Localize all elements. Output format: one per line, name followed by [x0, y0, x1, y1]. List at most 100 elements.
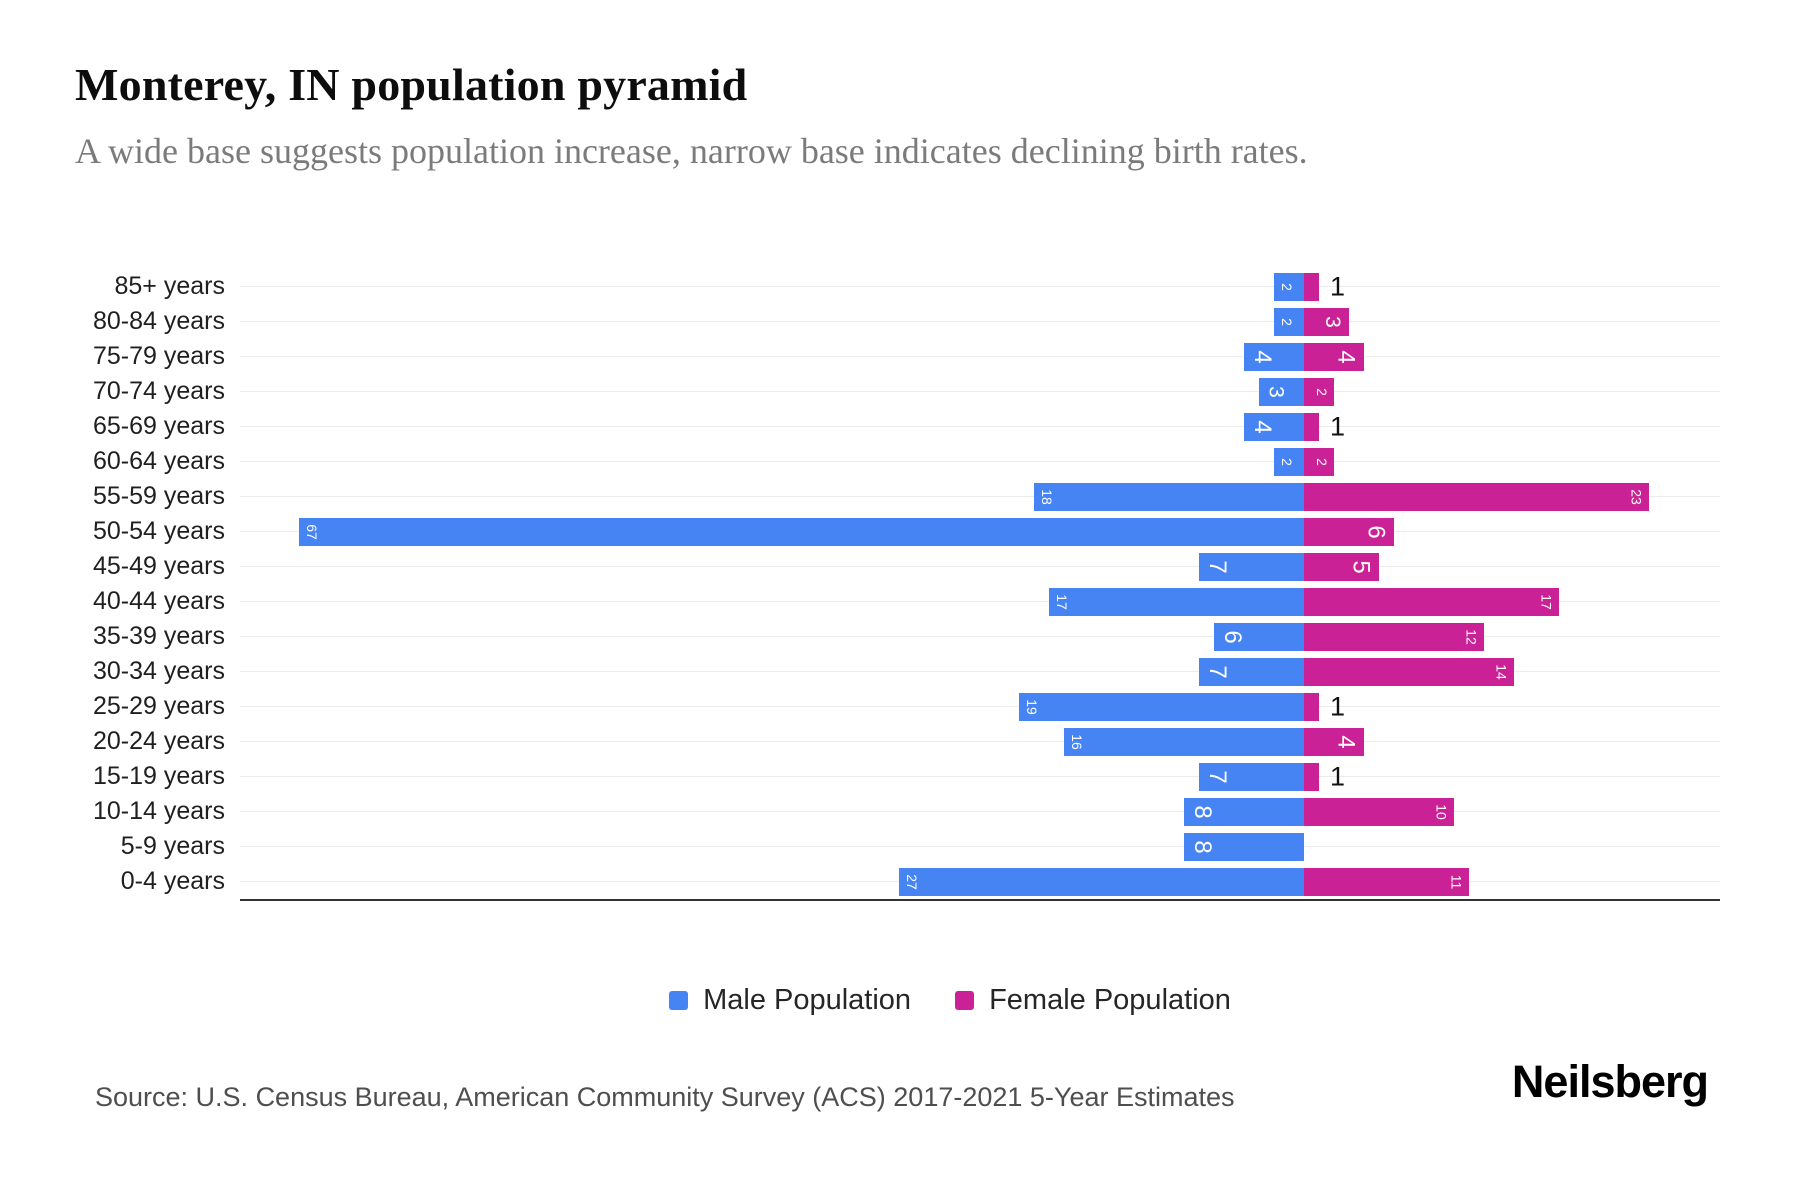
- female-bar-value: 1: [1330, 691, 1346, 721]
- male-bar-value: 67: [303, 523, 320, 540]
- pyramid-row: 85+ years 2 1: [0, 269, 1800, 304]
- age-group-label: 25-29 years: [92, 692, 225, 720]
- age-group-label: 20-24 years: [92, 727, 225, 755]
- male-bar[interactable]: 16: [1064, 727, 1304, 756]
- male-bar-value: 8: [1189, 839, 1217, 854]
- pyramid-row: 80-84 years 2 3: [0, 304, 1800, 339]
- pyramid-row: 0-4 years 27 11: [0, 864, 1800, 899]
- male-bar[interactable]: 2: [1274, 447, 1304, 476]
- male-bar[interactable]: 67: [299, 517, 1304, 546]
- female-bar-value: 1: [1330, 411, 1346, 441]
- female-bar-value: 11: [1448, 874, 1465, 889]
- male-bar[interactable]: 4: [1244, 412, 1304, 441]
- female-bar[interactable]: 17: [1304, 587, 1559, 616]
- female-bar-value: 10: [1433, 803, 1450, 820]
- pyramid-row: 35-39 years 6 12: [0, 619, 1800, 654]
- male-bar[interactable]: 7: [1199, 552, 1304, 581]
- age-group-label: 0-4 years: [120, 867, 225, 895]
- male-bar[interactable]: 18: [1034, 482, 1304, 511]
- male-bar[interactable]: 19: [1019, 692, 1304, 721]
- male-bar-value: 8: [1189, 804, 1217, 819]
- female-bar[interactable]: [1304, 412, 1319, 441]
- age-group-label: 5-9 years: [120, 832, 225, 860]
- female-bar-value: 23: [1628, 488, 1645, 505]
- male-bar[interactable]: 2: [1274, 307, 1304, 336]
- age-group-label: 55-59 years: [92, 482, 225, 510]
- page-subtitle: A wide base suggests population increase…: [75, 131, 1308, 171]
- pyramid-row: 60-64 years 2 2: [0, 444, 1800, 479]
- source-attribution: Source: U.S. Census Bureau, American Com…: [95, 1082, 1235, 1112]
- gridline: [240, 286, 1720, 287]
- female-bar-value: 5: [1347, 559, 1375, 574]
- age-group-label: 75-79 years: [92, 342, 225, 370]
- male-bar-value: 3: [1264, 385, 1288, 398]
- gridline: [240, 566, 1720, 567]
- gridline: [240, 636, 1720, 637]
- male-bar[interactable]: 3: [1259, 377, 1304, 406]
- page-title: Monterey, IN population pyramid: [75, 59, 748, 110]
- female-bar[interactable]: 4: [1304, 342, 1364, 371]
- female-bar[interactable]: 6: [1304, 517, 1394, 546]
- female-bar[interactable]: [1304, 692, 1319, 721]
- female-bar-value: 6: [1362, 524, 1390, 539]
- gridline: [240, 776, 1720, 777]
- gridline: [240, 706, 1720, 707]
- female-bar[interactable]: 23: [1304, 482, 1649, 511]
- male-bar[interactable]: 7: [1199, 762, 1304, 791]
- male-bar[interactable]: 17: [1049, 587, 1304, 616]
- gridline: [240, 356, 1720, 357]
- male-bar[interactable]: 8: [1184, 797, 1304, 826]
- female-bar[interactable]: 12: [1304, 622, 1484, 651]
- male-legend-label: Male Population: [703, 984, 912, 1016]
- plot-area: 85+ years 2 1 80-84 years 2 3 75-79 years 4 4 70-…: [0, 269, 1800, 899]
- female-bar[interactable]: 11: [1304, 867, 1469, 896]
- gridline: [240, 426, 1720, 427]
- x-axis-line: [240, 899, 1720, 901]
- age-group-label: 30-34 years: [92, 657, 225, 685]
- female-bar[interactable]: 5: [1304, 552, 1379, 581]
- pyramid-row: 40-44 years 17 17: [0, 584, 1800, 619]
- female-bar-value: 3: [1320, 315, 1344, 328]
- male-bar[interactable]: 4: [1244, 342, 1304, 371]
- male-bar-value: 2: [1278, 317, 1295, 326]
- age-group-label: 60-64 years: [92, 447, 225, 475]
- male-bar[interactable]: 8: [1184, 832, 1304, 861]
- age-group-label: 50-54 years: [92, 517, 225, 545]
- female-bar[interactable]: 4: [1304, 727, 1364, 756]
- male-bar-value: 4: [1249, 349, 1277, 364]
- female-bar-value: 4: [1332, 734, 1360, 749]
- pyramid-row: 5-9 years 8: [0, 829, 1800, 864]
- female-bar-value: 14: [1493, 663, 1510, 680]
- male-bar-value: 27: [903, 873, 920, 890]
- male-bar-value: 4: [1249, 419, 1277, 434]
- pyramid-row: 20-24 years 16 4: [0, 724, 1800, 759]
- male-bar-value: 2: [1278, 282, 1295, 291]
- gridline: [240, 496, 1720, 497]
- gridline: [240, 811, 1720, 812]
- age-group-label: 35-39 years: [92, 622, 225, 650]
- male-bar[interactable]: 6: [1214, 622, 1304, 651]
- female-bar[interactable]: [1304, 272, 1319, 301]
- male-bar-value: 7: [1204, 769, 1232, 784]
- female-bar[interactable]: 14: [1304, 657, 1514, 686]
- age-group-label: 15-19 years: [92, 762, 225, 790]
- female-bar[interactable]: [1304, 762, 1319, 791]
- pyramid-row: 45-49 years 7 5: [0, 549, 1800, 584]
- male-bar[interactable]: 27: [899, 867, 1304, 896]
- age-group-label: 85+ years: [114, 272, 226, 300]
- female-bar-value: 4: [1332, 349, 1360, 364]
- female-bar-value: 1: [1330, 271, 1346, 301]
- male-bar[interactable]: 2: [1274, 272, 1304, 301]
- gridline: [240, 846, 1720, 847]
- legend-item-male[interactable]: Male Population: [669, 984, 911, 1017]
- male-bar-value: 16: [1068, 733, 1085, 750]
- female-bar[interactable]: 3: [1304, 307, 1349, 336]
- female-bar[interactable]: 2: [1304, 447, 1334, 476]
- male-legend-swatch: [669, 991, 689, 1010]
- female-bar[interactable]: 2: [1304, 377, 1334, 406]
- female-legend-label: Female Population: [989, 984, 1231, 1016]
- female-bar[interactable]: 10: [1304, 797, 1454, 826]
- legend-item-female[interactable]: Female Population: [955, 984, 1231, 1017]
- gridline: [240, 461, 1720, 462]
- male-bar[interactable]: 7: [1199, 657, 1304, 686]
